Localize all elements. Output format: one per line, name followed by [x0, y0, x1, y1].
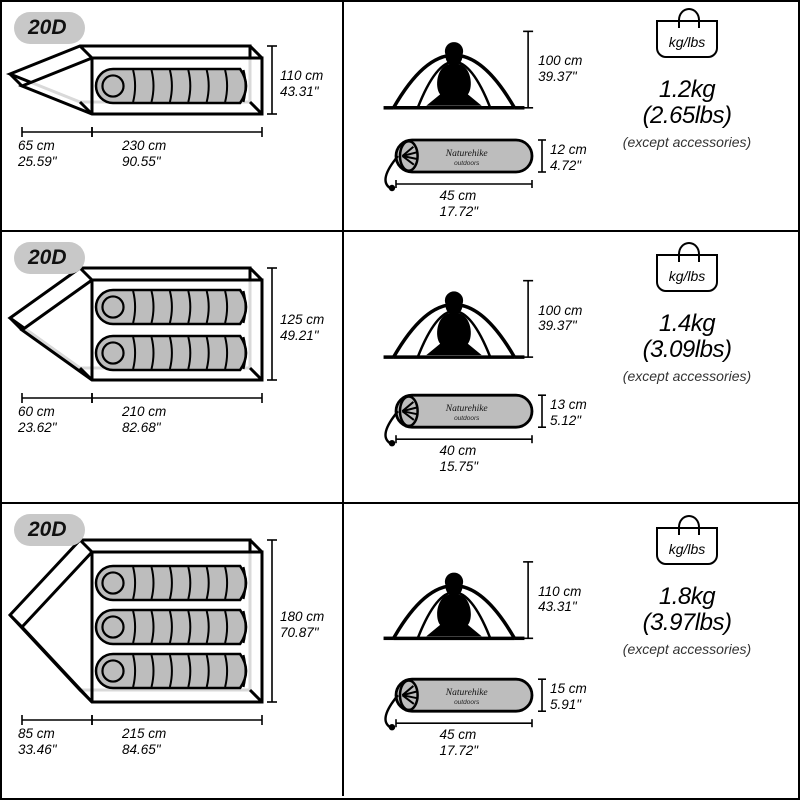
pack-length-dim: 40 cm15.75"	[440, 443, 479, 474]
floor-length-dim: 215 cm84.65"	[122, 726, 166, 757]
floor-length-dim: 230 cm90.55"	[122, 138, 166, 169]
dim-in: 43.31"	[280, 84, 323, 100]
pack-height-dim: 15 cm5.91"	[550, 681, 587, 712]
spec-chart: 20D 110 cm43.31" 65 cm25.59" 230 cm90.55" Na…	[0, 0, 800, 800]
floor-vestibule-dim: 65 cm25.59"	[18, 138, 57, 169]
dim-in: 23.62"	[18, 420, 57, 436]
fabric-badge: 20D	[14, 242, 85, 274]
weight-note: (except accessories)	[592, 134, 782, 150]
profile-cell: Naturehikeoutdoors 100 cm39.37" 13 cm5.12"…	[344, 232, 798, 502]
weight-icon-label: kg/lbs	[656, 268, 718, 284]
pack-height-dim: 13 cm5.12"	[550, 397, 587, 428]
dim-cm: 210 cm	[122, 404, 166, 420]
floor-width-dim: 125 cm49.21"	[280, 312, 324, 343]
weight-icon-label: kg/lbs	[656, 541, 718, 557]
weight-note: (except accessories)	[592, 368, 782, 384]
dim-cm: 85 cm	[18, 726, 57, 742]
dim-in: 70.87"	[280, 625, 324, 641]
dim-in: 90.55"	[122, 154, 166, 170]
floorplan-cell: 20D 110 cm43.31" 65 cm25.59" 230 cm90.55"	[2, 2, 344, 230]
weight-kg: 1.2kg	[592, 76, 782, 104]
floorplan-cell: 20D 180 cm70.87" 85 cm33.46" 215 cm84.65"	[2, 504, 344, 796]
dim-in: 33.46"	[18, 742, 57, 758]
dim-in: 25.59"	[18, 154, 57, 170]
dim-cm: 110 cm	[280, 68, 323, 84]
tent-height-dim: 110 cm43.31"	[538, 584, 581, 615]
floor-vestibule-dim: 85 cm33.46"	[18, 726, 57, 757]
weight-icon: kg/lbs	[656, 20, 718, 70]
weight-icon-label: kg/lbs	[656, 34, 718, 50]
weight-kg: 1.4kg	[592, 310, 782, 338]
dim-cm: 215 cm	[122, 726, 166, 742]
dim-cm: 65 cm	[18, 138, 57, 154]
weight-note: (except accessories)	[592, 641, 782, 657]
floor-width-dim: 180 cm70.87"	[280, 609, 324, 640]
dim-in: 84.65"	[122, 742, 166, 758]
profile-cell: Naturehikeoutdoors 100 cm39.37" 12 cm4.72"…	[344, 2, 798, 230]
weight-block: kg/lbs 1.4kg(3.09lbs) (except accessories)	[592, 254, 782, 384]
dim-cm: 125 cm	[280, 312, 324, 328]
svg-text:Naturehike: Naturehike	[445, 149, 488, 159]
floor-length-dim: 210 cm82.68"	[122, 404, 166, 435]
dim-cm: 60 cm	[18, 404, 57, 420]
svg-text:Naturehike: Naturehike	[445, 404, 488, 414]
floor-width-dim: 110 cm43.31"	[280, 68, 323, 99]
spec-row: 20D 110 cm43.31" 65 cm25.59" 230 cm90.55" Na…	[2, 2, 798, 232]
floorplan-cell: 20D 125 cm49.21" 60 cm23.62" 210 cm82.68"	[2, 232, 344, 502]
svg-text:outdoors: outdoors	[454, 415, 480, 422]
svg-text:Naturehike: Naturehike	[445, 688, 488, 698]
tent-height-dim: 100 cm39.37"	[538, 53, 582, 84]
dim-in: 49.21"	[280, 328, 324, 344]
dim-cm: 230 cm	[122, 138, 166, 154]
floor-vestibule-dim: 60 cm23.62"	[18, 404, 57, 435]
svg-text:outdoors: outdoors	[454, 160, 480, 167]
pack-length-dim: 45 cm17.72"	[440, 727, 479, 758]
fabric-badge: 20D	[14, 514, 85, 546]
weight-icon: kg/lbs	[656, 254, 718, 304]
pack-height-dim: 12 cm4.72"	[550, 142, 587, 173]
weight-icon: kg/lbs	[656, 527, 718, 577]
profile-cell: Naturehikeoutdoors 110 cm43.31" 15 cm5.91"…	[344, 504, 798, 796]
tent-height-dim: 100 cm39.37"	[538, 303, 582, 334]
pack-length-dim: 45 cm17.72"	[440, 188, 479, 219]
spec-row: 20D 125 cm49.21" 60 cm23.62" 210 cm82.68" Na…	[2, 232, 798, 504]
svg-text:outdoors: outdoors	[454, 699, 480, 706]
weight-kg: 1.8kg	[592, 583, 782, 611]
fabric-badge: 20D	[14, 12, 85, 44]
weight-lbs: (3.97lbs)	[592, 609, 782, 637]
spec-row: 20D 180 cm70.87" 85 cm33.46" 215 cm84.65" Na…	[2, 504, 798, 796]
weight-lbs: (2.65lbs)	[592, 102, 782, 130]
weight-lbs: (3.09lbs)	[592, 336, 782, 364]
weight-block: kg/lbs 1.8kg(3.97lbs) (except accessories)	[592, 527, 782, 657]
dim-in: 82.68"	[122, 420, 166, 436]
dim-cm: 180 cm	[280, 609, 324, 625]
weight-block: kg/lbs 1.2kg(2.65lbs) (except accessories)	[592, 20, 782, 150]
